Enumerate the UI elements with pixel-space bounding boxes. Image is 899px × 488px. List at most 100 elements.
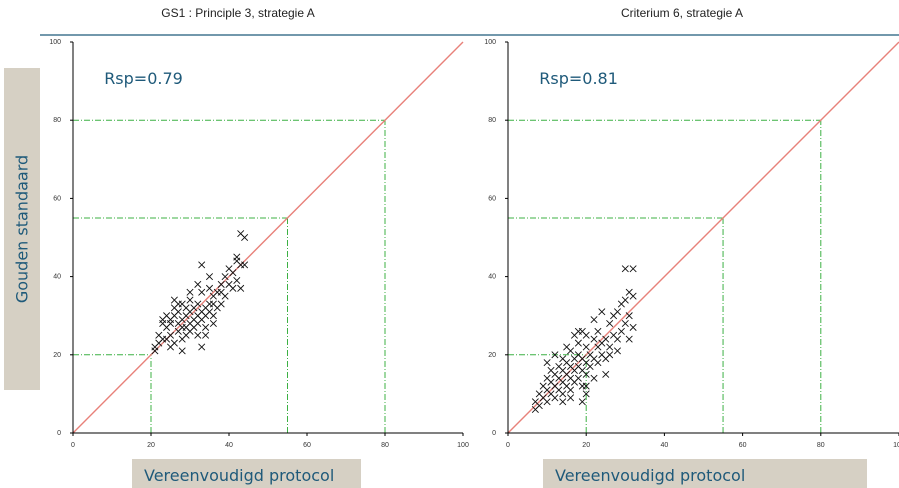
data-point	[567, 386, 575, 394]
data-point	[163, 312, 171, 320]
data-point	[606, 351, 614, 359]
x-axis-label-left: Vereenvoudigd protocol	[144, 466, 335, 485]
data-point	[543, 398, 551, 406]
data-point	[578, 398, 586, 406]
y-tick-label: 80	[488, 117, 496, 124]
y-tick-label: 0	[492, 430, 496, 437]
data-point	[217, 288, 225, 296]
data-point	[625, 335, 633, 343]
y-tick-label: 40	[488, 274, 496, 281]
data-point	[166, 331, 175, 339]
data-point	[194, 300, 202, 308]
x-axis-label-right: Vereenvoudigd protocol	[555, 466, 746, 485]
data-point	[551, 351, 559, 359]
scatter-panel-left: GS1 : Principle 3, strategie A 0 20 40 60 80 1…	[49, 6, 469, 449]
data-point	[205, 273, 214, 281]
data-point	[551, 394, 559, 402]
data-point	[625, 312, 633, 320]
data-point	[166, 343, 175, 351]
x-tick-label: 60	[303, 442, 311, 449]
data-point	[606, 343, 614, 351]
identity-line	[507, 41, 899, 434]
y-tick-label: 20	[53, 352, 61, 359]
x-tick-label: 60	[739, 442, 747, 449]
data-point	[567, 347, 575, 355]
data-point	[574, 339, 582, 347]
data-point	[582, 382, 590, 390]
data-point	[237, 284, 245, 292]
x-tick-label: 40	[661, 442, 669, 449]
correlation-annotation: Rsp=0.79	[104, 69, 183, 88]
data-point	[617, 327, 625, 335]
data-point	[574, 374, 582, 382]
x-tick-label: 40	[225, 442, 233, 449]
data-point	[241, 233, 249, 242]
data-point	[594, 327, 602, 335]
x-tick-label: 80	[817, 442, 825, 449]
data-point	[602, 370, 610, 378]
data-point	[217, 300, 225, 308]
data-point	[159, 320, 167, 328]
x-tick-label: 0	[506, 442, 510, 449]
data-point	[209, 320, 217, 328]
data-point	[217, 280, 225, 288]
data-point	[229, 269, 237, 277]
data-point	[155, 331, 163, 339]
data-point	[194, 280, 202, 288]
data-point	[535, 402, 543, 410]
x-tick-label: 100	[457, 442, 469, 449]
y-tick-label: 20	[488, 352, 496, 359]
data-point	[590, 335, 598, 343]
data-point	[613, 335, 621, 343]
data-point	[621, 320, 629, 328]
x-tick-label: 20	[147, 442, 155, 449]
y-tick-label: 60	[488, 195, 496, 202]
data-point	[202, 323, 210, 331]
x-axis-label-box-left: Vereenvoudigd protocol	[132, 459, 361, 488]
data-point	[582, 331, 590, 339]
data-point	[582, 370, 590, 378]
data-point	[233, 253, 241, 261]
data-point	[233, 276, 241, 285]
data-point	[629, 265, 637, 273]
data-point	[174, 308, 182, 316]
data-point	[198, 261, 206, 269]
data-point	[194, 331, 202, 339]
data-point	[229, 284, 237, 292]
x-tick-label: 20	[582, 442, 590, 449]
x-tick-label: 100	[893, 442, 899, 449]
data-point	[594, 359, 602, 367]
data-point	[559, 398, 567, 406]
x-tick-label: 80	[381, 442, 389, 449]
y-tick-label: 100	[49, 39, 61, 46]
data-point	[186, 288, 194, 296]
data-point	[598, 308, 606, 316]
data-point	[186, 296, 194, 304]
scatter-panel-right: Criterium 6, strategie A 0 20 40 60 80 100 0 20 4…	[484, 6, 899, 449]
data-point	[582, 390, 590, 398]
y-tick-label: 0	[57, 430, 61, 437]
data-point	[198, 343, 206, 351]
data-point	[586, 363, 594, 371]
y-tick-label: 60	[53, 195, 61, 202]
data-point	[621, 265, 629, 273]
data-point	[621, 296, 629, 304]
y-axis-label-box	[4, 68, 40, 390]
data-point	[170, 296, 178, 304]
data-point	[606, 320, 614, 328]
data-point	[559, 390, 567, 398]
y-tick-label: 100	[484, 39, 496, 46]
data-point	[221, 273, 229, 281]
data-point	[178, 347, 186, 355]
chart-title: GS1 : Principle 3, strategie A	[161, 6, 314, 20]
chart-title: Criterium 6, strategie A	[621, 6, 743, 20]
data-point	[613, 308, 621, 316]
data-point	[574, 327, 582, 335]
correlation-annotation: Rsp=0.81	[539, 69, 618, 88]
data-point	[202, 331, 210, 339]
x-tick-label: 0	[71, 442, 75, 449]
y-tick-label: 40	[53, 274, 61, 281]
data-point	[629, 323, 637, 331]
data-point	[590, 316, 598, 324]
